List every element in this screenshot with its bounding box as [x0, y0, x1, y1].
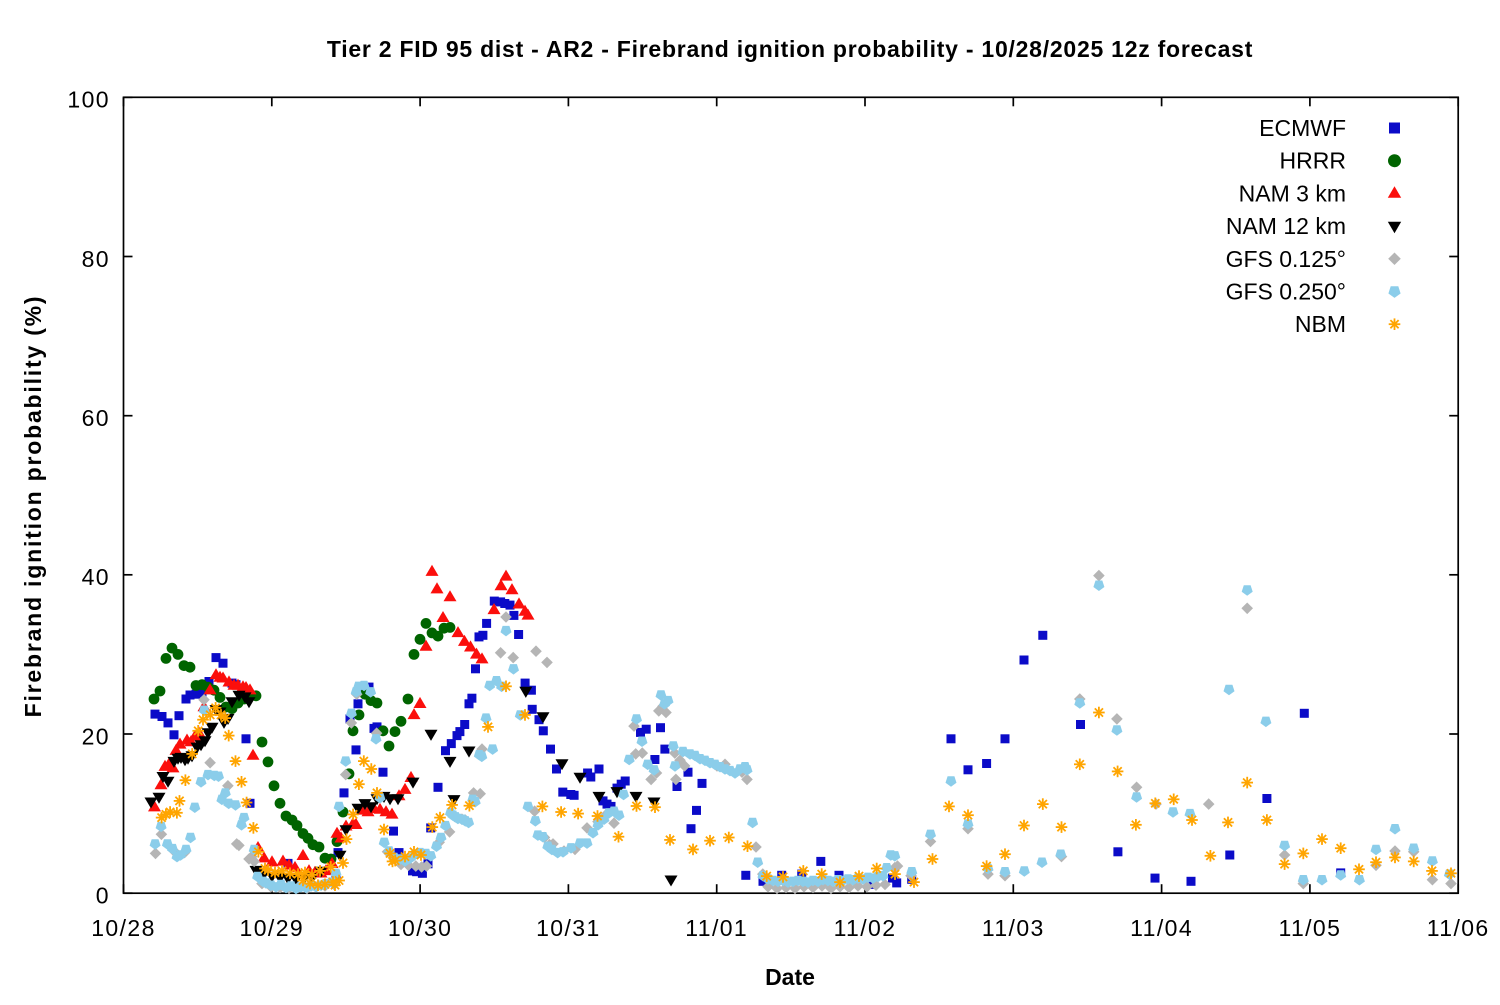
svg-text:11/04: 11/04: [1130, 915, 1193, 941]
svg-text:11/06: 11/06: [1427, 915, 1490, 941]
svg-text:Date: Date: [765, 964, 815, 990]
svg-text:10/31: 10/31: [536, 915, 601, 941]
svg-text:10/28: 10/28: [91, 915, 156, 941]
svg-text:Firebrand ignition probability: Firebrand ignition probability (%): [20, 295, 46, 718]
svg-text:10/30: 10/30: [388, 915, 453, 941]
svg-text:11/02: 11/02: [834, 915, 897, 941]
svg-text:80: 80: [82, 246, 110, 272]
svg-text:NAM 12 km: NAM 12 km: [1226, 213, 1346, 239]
svg-text:NAM 3 km: NAM 3 km: [1239, 180, 1346, 206]
svg-text:ECMWF: ECMWF: [1259, 115, 1346, 141]
svg-text:GFS 0.125°: GFS 0.125°: [1226, 246, 1346, 272]
svg-text:0: 0: [96, 883, 110, 909]
svg-text:NBM: NBM: [1295, 311, 1346, 337]
svg-text:60: 60: [82, 405, 110, 431]
svg-text:GFS 0.250°: GFS 0.250°: [1226, 279, 1346, 305]
svg-text:11/03: 11/03: [982, 915, 1045, 941]
svg-text:Tier 2 FID 95 dist - AR2 - Fir: Tier 2 FID 95 dist - AR2 - Firebrand ign…: [327, 36, 1253, 62]
svg-text:HRRR: HRRR: [1280, 148, 1346, 174]
svg-text:100: 100: [67, 87, 110, 113]
svg-text:11/05: 11/05: [1278, 915, 1341, 941]
svg-text:11/01: 11/01: [685, 915, 748, 941]
svg-text:40: 40: [82, 564, 110, 590]
svg-text:20: 20: [82, 723, 110, 749]
svg-text:10/29: 10/29: [240, 915, 305, 941]
